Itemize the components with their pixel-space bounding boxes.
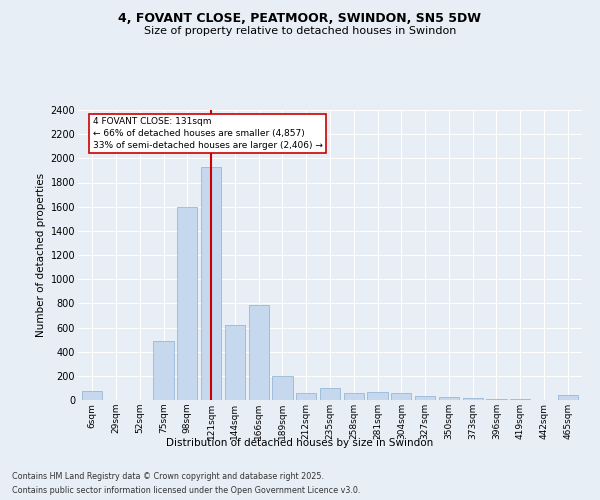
Bar (415, 396, 435, 400)
Bar (225, 325, 245, 400)
Y-axis label: Number of detached properties: Number of detached properties (37, 173, 46, 337)
Bar (487, 399, 506, 400)
Bar (201, 167, 221, 400)
Bar (154, 341, 173, 400)
Text: Contains public sector information licensed under the Open Government Licence v3: Contains public sector information licen… (12, 486, 361, 495)
Text: 4 FOVANT CLOSE: 131sqm
← 66% of detached houses are smaller (4,857)
33% of semi-: 4 FOVANT CLOSE: 131sqm ← 66% of detached… (93, 117, 323, 150)
Text: Distribution of detached houses by size in Swindon: Distribution of detached houses by size … (166, 438, 434, 448)
Bar (296, 393, 316, 400)
Bar (82, 391, 103, 400)
Bar (320, 388, 340, 400)
Bar (391, 394, 412, 400)
Bar (177, 206, 197, 400)
Bar (344, 394, 364, 400)
Bar (557, 395, 578, 400)
Bar (248, 304, 269, 400)
Bar (463, 398, 483, 400)
Text: Size of property relative to detached houses in Swindon: Size of property relative to detached ho… (144, 26, 456, 36)
Bar (272, 376, 293, 400)
Text: Contains HM Land Registry data © Crown copyright and database right 2025.: Contains HM Land Registry data © Crown c… (12, 472, 324, 481)
Bar (367, 392, 388, 400)
Bar (439, 397, 459, 400)
Text: 4, FOVANT CLOSE, PEATMOOR, SWINDON, SN5 5DW: 4, FOVANT CLOSE, PEATMOOR, SWINDON, SN5 … (119, 12, 482, 26)
